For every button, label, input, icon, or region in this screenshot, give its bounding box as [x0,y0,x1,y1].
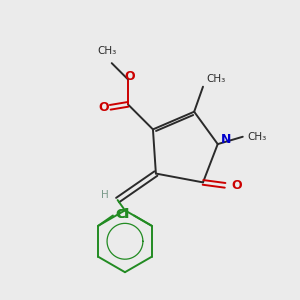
Text: O: O [124,70,135,83]
Text: CH₃: CH₃ [98,46,117,56]
Text: CH₃: CH₃ [247,132,266,142]
Text: Cl: Cl [116,208,129,220]
Text: Cl: Cl [116,208,130,220]
Text: O: O [231,179,242,192]
Text: CH₃: CH₃ [206,74,225,84]
Text: N: N [221,133,232,146]
Text: O: O [98,101,109,114]
Text: H: H [101,190,109,200]
